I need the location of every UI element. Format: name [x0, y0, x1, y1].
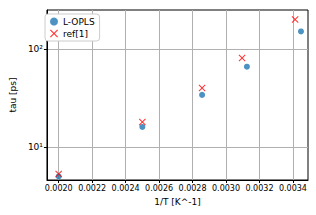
svg-text:10¹: 10¹ [28, 142, 43, 152]
svg-text:0.0032: 0.0032 [245, 184, 273, 193]
svg-text:0.0024: 0.0024 [112, 184, 140, 193]
svg-text:0.0034: 0.0034 [279, 184, 307, 193]
svg-text:tau [ps]: tau [ps] [8, 77, 18, 112]
svg-text:ref[1]: ref[1] [63, 29, 88, 39]
svg-text:10²: 10² [28, 44, 43, 54]
svg-text:0.0028: 0.0028 [179, 184, 207, 193]
svg-text:0.0020: 0.0020 [45, 184, 73, 193]
svg-text:0.0030: 0.0030 [212, 184, 240, 193]
svg-text:0.0026: 0.0026 [145, 184, 173, 193]
svg-text:L-OPLS: L-OPLS [63, 17, 95, 27]
svg-text:1/T [K^-1]: 1/T [K^-1] [154, 197, 201, 207]
svg-text:0.0022: 0.0022 [78, 184, 106, 193]
